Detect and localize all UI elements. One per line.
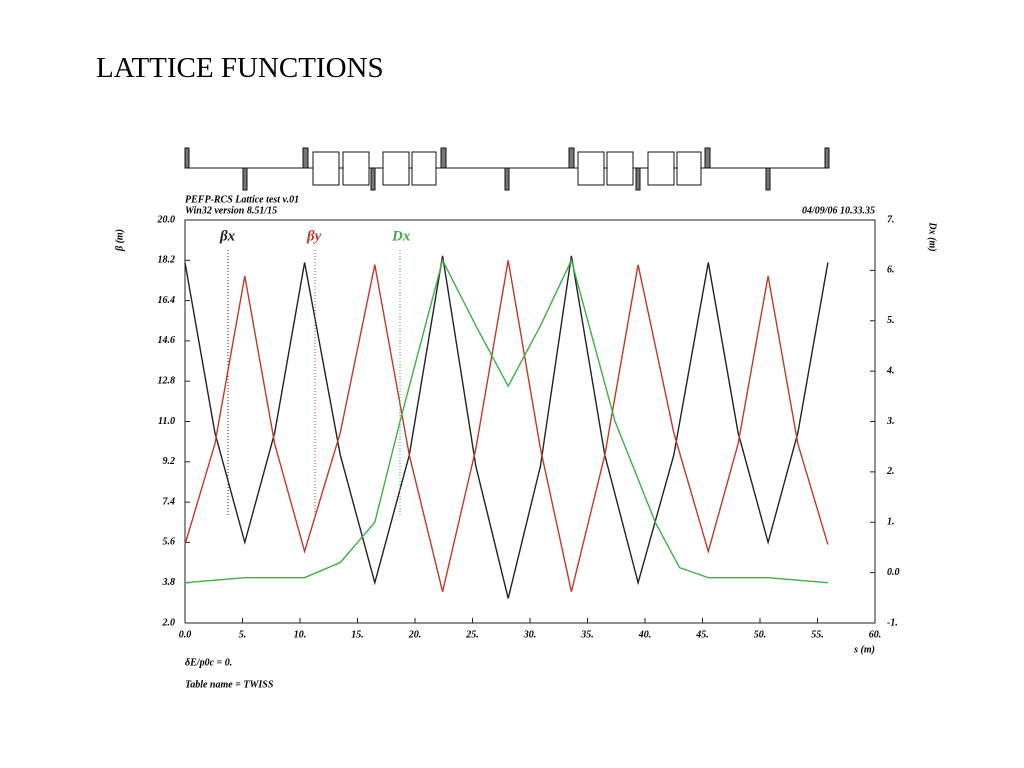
- x-tick-label: 50.: [754, 629, 767, 640]
- y2-tick-label: 3.: [886, 416, 895, 427]
- y-tick-label: 12.8: [158, 375, 176, 386]
- y-tick-label: 7.4: [163, 496, 176, 507]
- lattice-diagram: [184, 147, 830, 191]
- plot-frame: [184, 219, 876, 624]
- header-line: Win32 version 8.51/15: [185, 205, 277, 216]
- header-line: PEFP-RCS Lattice test v.01: [185, 194, 299, 205]
- legend-entry: Dx: [391, 228, 411, 244]
- x-tick-label: 55.: [811, 629, 824, 640]
- x-tick-label: 35.: [580, 629, 594, 640]
- x-tick-label: 45.: [695, 629, 709, 640]
- y2-axis-label: Dx (m): [927, 221, 938, 251]
- footer-line: Table name = TWISS: [185, 679, 274, 690]
- y2-tick-label: 2.: [886, 466, 895, 477]
- y2-tick-label: 7.: [887, 214, 895, 225]
- y-tick-label: 18.2: [158, 255, 176, 266]
- x-tick-label: 40.: [638, 629, 652, 640]
- x-tick-label: 5.: [239, 629, 247, 640]
- y-tick-label: 14.6: [158, 335, 176, 346]
- x-tick-label: 15.: [351, 629, 364, 640]
- y2-tick-label: 5.: [887, 315, 895, 326]
- y-tick-label: 9.2: [163, 456, 176, 467]
- timestamp: 04/09/06 10.33.35: [802, 205, 875, 216]
- y-tick-label: 11.0: [158, 416, 175, 427]
- y-tick-label: 2.0: [162, 617, 176, 628]
- series-line: [184, 255, 829, 599]
- y-tick-label: 3.8: [162, 577, 176, 588]
- y-axis-label: β (m): [114, 229, 125, 252]
- x-tick-label: 30.: [523, 629, 537, 640]
- legend-entry: βy: [306, 228, 322, 244]
- y2-tick-label: -1.: [887, 617, 898, 628]
- y2-tick-label: 0.0: [887, 567, 900, 578]
- x-axis-label: s (m): [853, 644, 875, 655]
- y2-tick-label: 6.: [887, 265, 895, 276]
- y-tick-label: 5.6: [163, 537, 176, 548]
- y-tick-label: 16.4: [158, 295, 176, 306]
- series-line: [184, 258, 828, 584]
- y-tick-label: 20.0: [157, 214, 176, 225]
- y2-tick-label: 1.: [887, 517, 895, 528]
- legend-entry: βx: [219, 228, 236, 244]
- x-tick-label: 25.: [465, 629, 479, 640]
- series-line: [184, 260, 829, 592]
- slide-title: LATTICE FUNCTIONS: [96, 52, 384, 84]
- footer-line: δE/p0c = 0.: [185, 657, 232, 668]
- x-tick-label: 10.: [294, 629, 307, 640]
- x-tick-label: 60.: [869, 629, 882, 640]
- x-tick-label: 0.0: [179, 629, 192, 640]
- y2-tick-label: 4.: [886, 365, 895, 376]
- x-tick-label: 20.: [408, 629, 422, 640]
